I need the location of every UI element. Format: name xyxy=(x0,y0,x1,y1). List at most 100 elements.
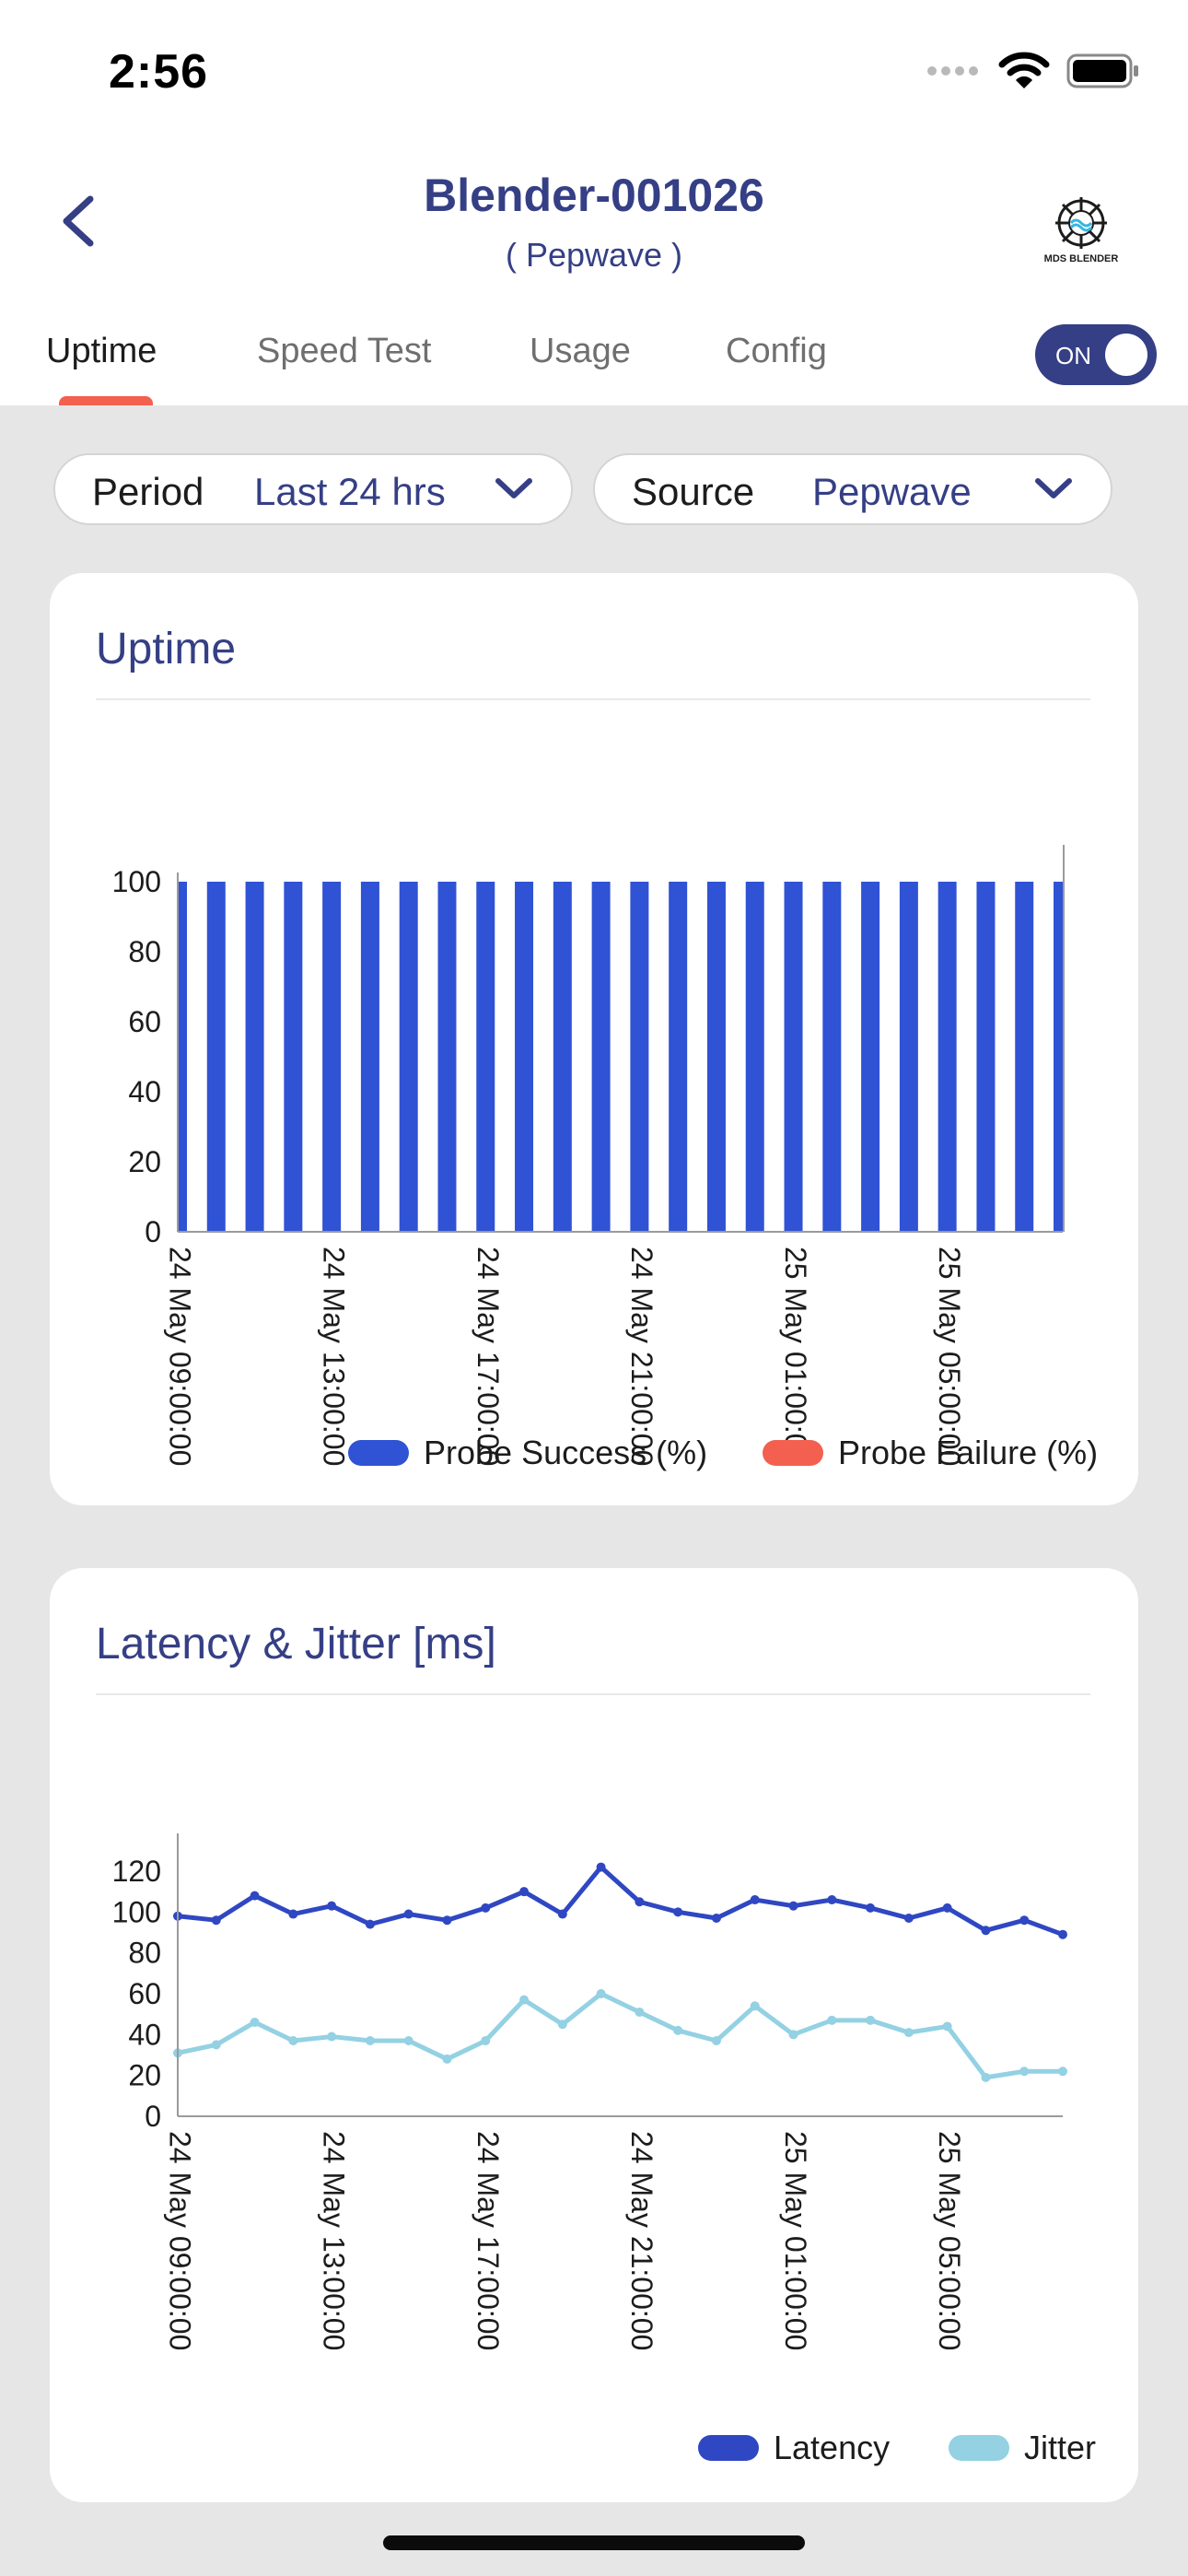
x-tick-label: 24 May 21:00:00 xyxy=(625,2131,658,2350)
wifi-icon xyxy=(998,52,1050,88)
jitter-point xyxy=(557,2020,567,2030)
status-icons xyxy=(926,52,1140,90)
back-icon[interactable] xyxy=(57,193,99,249)
jitter-point xyxy=(827,2015,837,2025)
y-tick-label: 40 xyxy=(128,2018,161,2051)
y-tick-label: 60 xyxy=(128,1977,161,2010)
source-dropdown[interactable]: Source Pepwave xyxy=(593,453,1112,525)
uptime-bar xyxy=(437,882,457,1232)
jitter-point xyxy=(903,2028,914,2038)
uptime-bar xyxy=(899,882,918,1232)
jitter-point xyxy=(442,2054,452,2064)
divider xyxy=(96,698,1090,700)
latency-point xyxy=(788,1901,798,1911)
latency-point xyxy=(288,1909,298,1919)
jitter-point xyxy=(365,2035,375,2045)
svg-text:MDS BLENDER: MDS BLENDER xyxy=(1044,253,1119,264)
x-tick-label: 25 May 05:00:00 xyxy=(933,1247,966,1466)
tab-uptime[interactable]: Uptime xyxy=(46,332,157,370)
latency-point xyxy=(673,1907,683,1917)
uptime-bar xyxy=(476,882,495,1232)
source-value: Pepwave xyxy=(812,470,972,513)
y-tick-label: 20 xyxy=(128,1145,161,1178)
latency-point xyxy=(903,1913,914,1923)
latency-jitter-chart: 0 20 40 60 80 100 120 24 May 09:00:00 24 May 13:… xyxy=(112,1832,1067,2350)
x-tick-label: 24 May 13:00:00 xyxy=(318,1247,351,1466)
y-tick-label: 80 xyxy=(128,935,161,968)
logo: MDS BLENDER xyxy=(1044,197,1119,264)
legend-swatch xyxy=(348,1440,409,1466)
uptime-title: Uptime xyxy=(96,625,237,673)
latency-point xyxy=(596,1862,606,1872)
toggle-knob xyxy=(1105,334,1147,376)
y-tick-label: 0 xyxy=(145,1215,161,1248)
period-value: Last 24 hrs xyxy=(254,470,446,513)
uptime-bar xyxy=(206,882,226,1232)
legend-probe-failure: Probe Failure (%) xyxy=(763,1434,1098,1472)
latency-point xyxy=(866,1903,876,1913)
legend-swatch xyxy=(698,2435,759,2461)
active-tab-indicator xyxy=(59,396,153,405)
jitter-point xyxy=(327,2032,337,2042)
tab-config[interactable]: Config xyxy=(726,332,827,370)
y-tick-label: 100 xyxy=(112,865,161,898)
jitter-point xyxy=(250,2018,260,2028)
legend-probe-success: Probe Success (%) xyxy=(348,1434,707,1472)
toggle-label: ON xyxy=(1055,342,1091,369)
tab-bar: Uptime Speed Test Usage Config xyxy=(0,332,1188,405)
latency-jitter-title: Latency & Jitter [ms] xyxy=(96,1620,496,1669)
period-dropdown[interactable]: Period Last 24 hrs xyxy=(53,453,573,525)
y-tick-label: 20 xyxy=(128,2059,161,2092)
uptime-bar xyxy=(591,882,611,1232)
status-time: 2:56 xyxy=(109,45,209,99)
uptime-bar xyxy=(706,882,726,1232)
legend-label: Latency xyxy=(774,2429,891,2466)
legend-label: Probe Success (%) xyxy=(424,1434,708,1471)
jitter-point xyxy=(596,1989,606,1998)
latency-jitter-card: Latency & Jitter [ms] 0 20 40 60 80 100 120 24 … xyxy=(50,1568,1138,2502)
latency-point xyxy=(403,1909,413,1919)
tab-usage[interactable]: Usage xyxy=(530,332,631,370)
x-tick-label: 24 May 21:00:00 xyxy=(625,1247,658,1466)
latency-point xyxy=(557,1909,567,1919)
x-tick-label: 25 May 05:00:00 xyxy=(933,2131,966,2350)
jitter-point xyxy=(481,2035,491,2045)
uptime-bar xyxy=(178,882,187,1232)
x-tick-label: 25 May 01:00:00 xyxy=(779,1247,812,1466)
legend-swatch xyxy=(763,1440,823,1466)
uptime-bar xyxy=(784,882,803,1232)
y-tick-label: 0 xyxy=(145,2100,161,2133)
jitter-point xyxy=(673,2025,683,2035)
latency-point xyxy=(635,1897,645,1907)
home-indicator xyxy=(383,2535,805,2550)
on-off-toggle[interactable]: ON xyxy=(1035,324,1157,385)
latency-point xyxy=(442,1915,452,1926)
divider xyxy=(96,1693,1090,1695)
latency-point xyxy=(981,1926,991,1936)
uptime-bar xyxy=(360,882,379,1232)
latency-point xyxy=(1019,1915,1030,1926)
jitter-line xyxy=(177,1991,1063,2080)
jitter-point xyxy=(750,2001,760,2011)
source-label: Source xyxy=(632,470,755,513)
latency-point xyxy=(365,1919,375,1929)
page-title: Blender-001026 xyxy=(424,170,764,221)
x-tick-label: 24 May 17:00:00 xyxy=(472,1247,505,1466)
legend-swatch xyxy=(949,2435,1009,2461)
tab-speed-test[interactable]: Speed Test xyxy=(257,332,432,370)
x-tick-label: 24 May 13:00:00 xyxy=(318,2131,351,2350)
uptime-bar xyxy=(630,882,649,1232)
chevron-down-icon xyxy=(1035,478,1072,498)
battery-icon xyxy=(1066,53,1138,88)
x-tick-label: 25 May 01:00:00 xyxy=(779,2131,812,2350)
uptime-chart: 0 20 40 60 80 100 24 May 09:00:00 24 May 13:00:… xyxy=(112,845,1065,1466)
uptime-bar xyxy=(515,882,534,1232)
latency-point xyxy=(250,1891,260,1901)
uptime-bar xyxy=(938,882,957,1232)
jitter-point xyxy=(981,2072,991,2082)
latency-point xyxy=(519,1887,530,1897)
jitter-point xyxy=(519,1995,530,2005)
jitter-point xyxy=(211,2040,221,2050)
header-area xyxy=(0,0,1188,405)
latency-point xyxy=(942,1903,952,1913)
